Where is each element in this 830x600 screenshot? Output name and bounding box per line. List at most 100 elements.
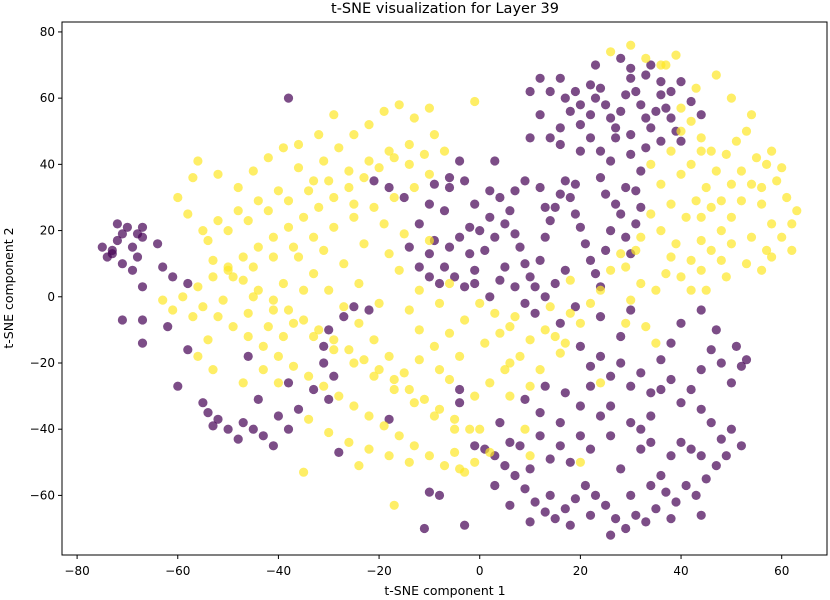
scatter-point [590,269,601,279]
scatter-point [686,96,696,107]
scatter-point [137,338,148,348]
scatter-point [585,255,596,265]
scatter-point [384,414,394,424]
scatter-point [434,278,445,289]
scatter-point [188,173,198,183]
scatter-point [676,272,686,282]
scatter-point [651,504,661,514]
scatter-point [364,411,374,421]
scatter-point [636,166,646,176]
scatter-point [424,249,434,259]
scatter-point [470,199,480,209]
scatter-point [721,451,731,461]
x-tick-label: 20 [573,564,588,578]
scatter-point [283,305,294,315]
scatter-point [460,282,470,292]
scatter-point [470,441,480,451]
scatter-point [500,219,510,229]
scatter-point [535,365,545,375]
scatter-point [762,245,772,255]
scatter-point [616,249,626,259]
y-tick-label: 0 [47,290,55,304]
scatter-point [706,245,716,255]
scatter-point [278,143,288,153]
scatter-point [726,212,737,222]
scatter-point [656,60,666,70]
scatter-point [455,384,465,395]
scatter-point [767,219,777,229]
scatter-point [676,169,686,179]
scatter-point [590,490,601,500]
scatter-point [117,315,127,325]
scatter-point [545,302,555,312]
scatter-point [480,245,490,255]
scatter-point [686,116,696,126]
scatter-point [535,431,545,441]
scatter-point [223,424,233,434]
scatter-point [314,325,324,335]
scatter-point [434,404,445,414]
scatter-point [299,285,309,295]
scatter-point [248,424,258,434]
scatter-point [691,196,701,206]
scatter-point [782,192,792,203]
scatter-point [746,179,757,189]
scatter-point [565,520,575,530]
scatter-point [570,179,581,189]
scatter-point [585,361,596,371]
scatter-point [540,507,550,517]
scatter-point [439,461,450,471]
scatter-point [701,182,711,193]
scatter-point [696,365,706,375]
scatter-point [203,408,213,418]
scatter-point [535,110,545,120]
scatter-point [505,437,515,447]
scatter-point [409,113,419,123]
scatter-point [777,232,787,242]
scatter-point [666,199,676,209]
scatter-point [701,474,711,484]
scatter-point [384,451,394,461]
scatter-point [626,295,636,305]
scatter-point [555,441,565,451]
scatter-point [334,447,344,457]
scatter-point [495,418,505,428]
scatter-point [595,146,606,156]
scatter-point [349,358,359,368]
scatter-point [248,166,258,176]
scatter-point [525,381,535,391]
scatter-point [777,163,787,173]
scatter-point [238,378,248,388]
scatter-point [470,391,480,401]
scatter-point [601,189,611,199]
scatter-point [273,378,283,388]
scatter-point [696,133,706,143]
plot-frame [61,21,828,556]
scatter-point [495,275,505,285]
scatter-point [590,93,601,103]
scatter-point [751,153,762,163]
scatter-point [550,278,560,289]
scatter-point [304,371,314,381]
scatter-point [666,451,676,461]
scatter-point [233,434,243,444]
scatter-point [263,206,273,216]
scatter-point [329,110,339,120]
scatter-point [369,176,379,186]
scatter-point [132,252,143,262]
scatter-point [178,292,188,302]
scatter-point [233,182,243,193]
scatter-point [112,235,122,246]
scatter-point [349,302,359,312]
scatter-point [369,202,379,212]
scatter-point [273,351,283,361]
scatter-point [641,517,651,527]
scatter-point [757,182,767,193]
scatter-point [565,275,575,285]
x-tick-label: −60 [165,564,190,578]
scatter-point [606,113,616,123]
scatter-point [208,421,218,431]
scatter-point [585,510,596,520]
scatter-point [444,278,455,289]
scatter-point [696,510,706,520]
